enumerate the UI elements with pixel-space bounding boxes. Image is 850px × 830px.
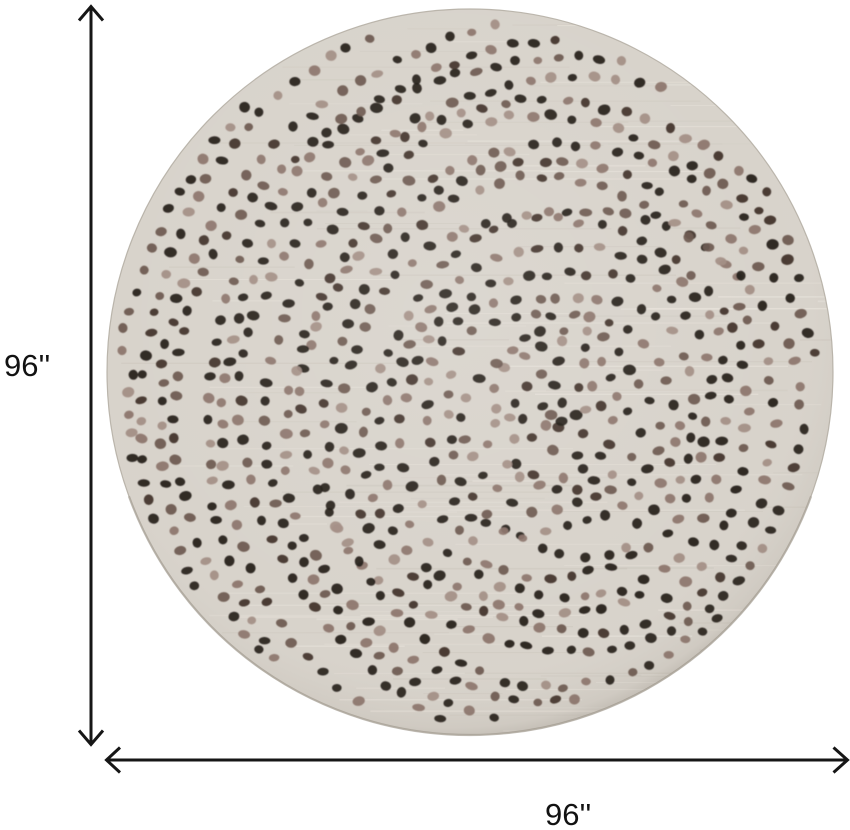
width-dimension-label: 96'' — [545, 797, 592, 830]
rug-rim — [106, 8, 834, 736]
height-dimension-arrow — [77, 4, 105, 747]
height-dimension-label: 96'' — [4, 348, 51, 383]
width-dimension-arrow — [104, 746, 850, 774]
rug-image — [106, 8, 834, 737]
rug-shading — [107, 9, 833, 735]
